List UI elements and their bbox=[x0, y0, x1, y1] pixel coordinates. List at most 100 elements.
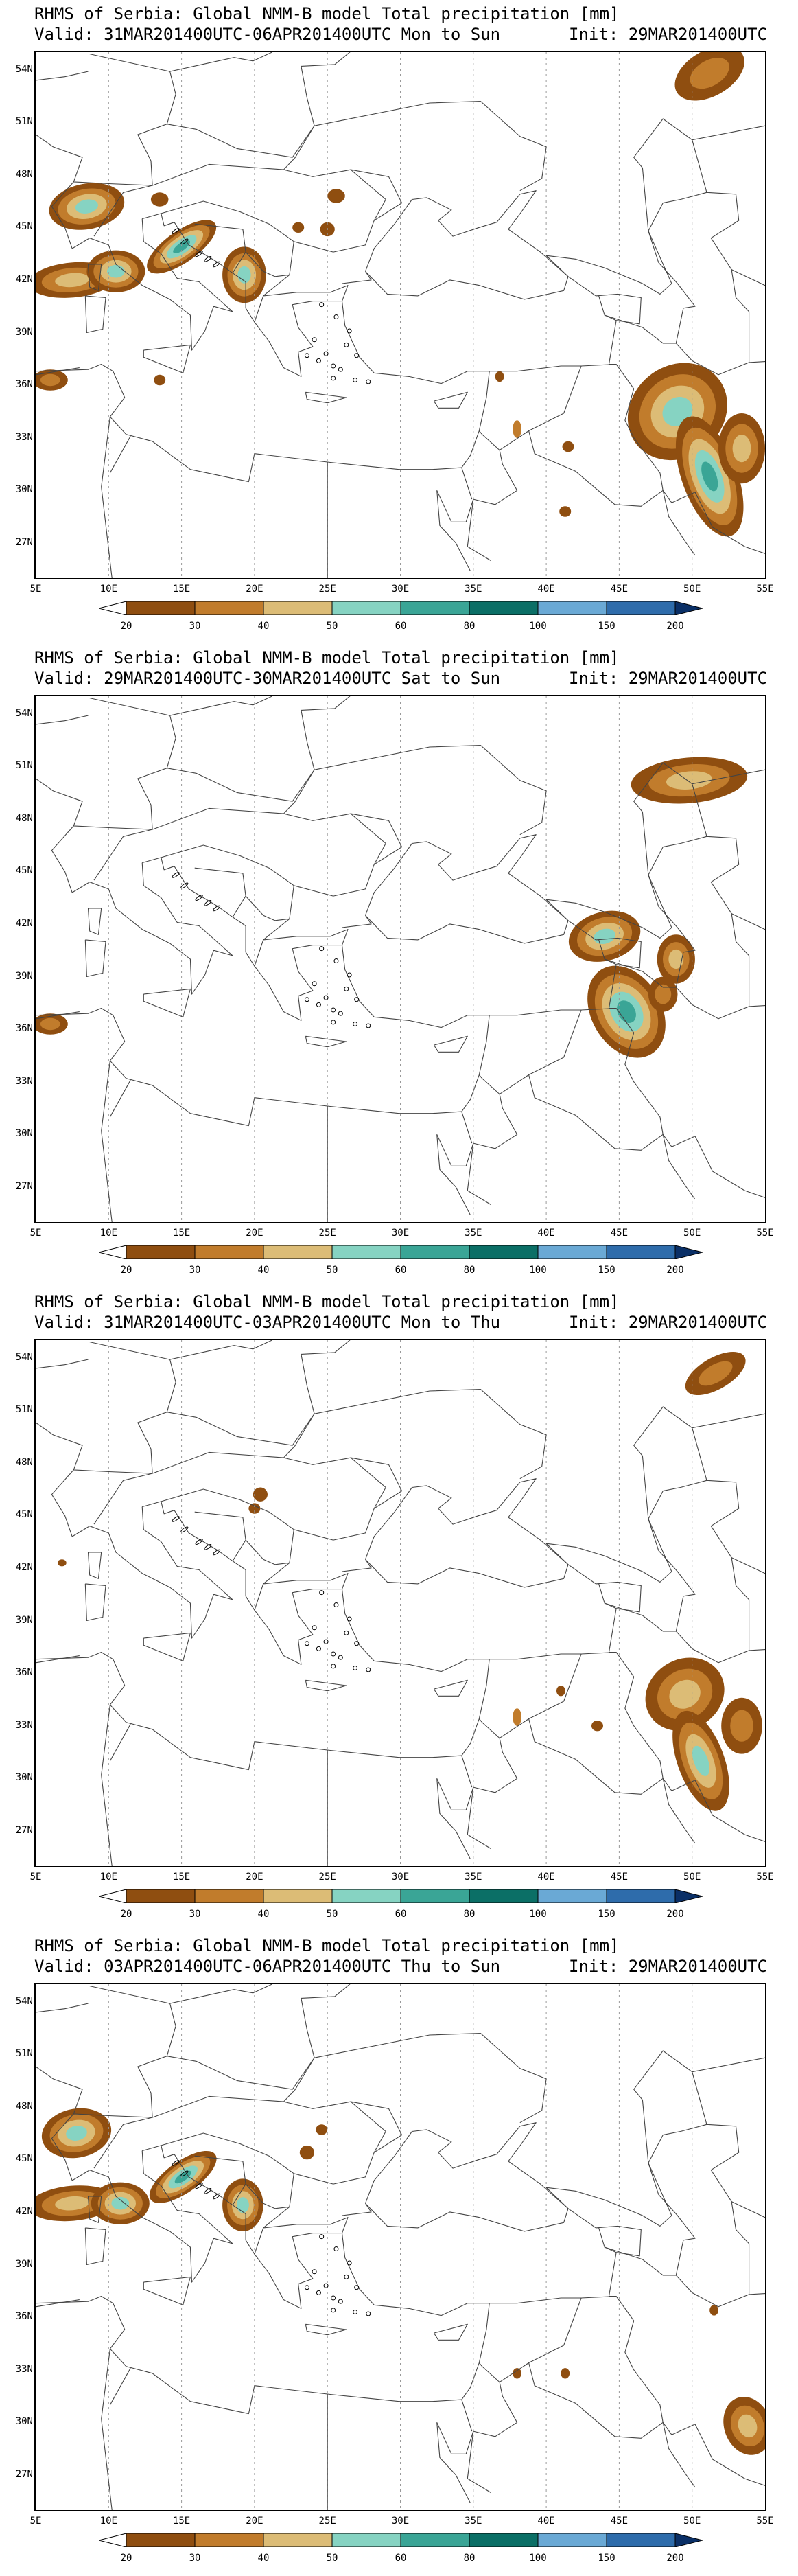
colorbar-label: 150 bbox=[598, 1265, 615, 1276]
colorbar-graphic bbox=[99, 1889, 703, 1903]
precip-cell bbox=[559, 506, 572, 517]
island bbox=[353, 1665, 358, 1670]
country-border bbox=[489, 2295, 617, 2304]
colorbar-segment bbox=[400, 1245, 470, 1259]
colorbar-graphic bbox=[99, 2533, 703, 2547]
country-border bbox=[351, 813, 403, 865]
island bbox=[319, 1590, 325, 1596]
country-border bbox=[314, 2032, 547, 2124]
colorbar-label: 40 bbox=[257, 1909, 270, 1920]
coastlines bbox=[36, 1340, 765, 1860]
island bbox=[366, 1667, 371, 1672]
latitude-label: 30N bbox=[15, 484, 33, 496]
country-border bbox=[283, 2057, 315, 2102]
island bbox=[180, 1526, 189, 1533]
country-borders bbox=[36, 1984, 765, 2510]
colorbar-label: 20 bbox=[120, 621, 132, 632]
longitude-label: 10E bbox=[99, 1228, 117, 1239]
coastline bbox=[436, 490, 471, 572]
coastline bbox=[648, 836, 750, 1020]
country-border bbox=[245, 895, 290, 921]
country-border bbox=[351, 169, 403, 221]
island bbox=[195, 1539, 203, 1545]
colorbar-label: 60 bbox=[395, 1265, 407, 1276]
colorbar-segment bbox=[537, 601, 607, 615]
panel-init-time: Init: 29MAR201400UTC bbox=[569, 669, 767, 688]
precip-cell bbox=[513, 420, 521, 438]
country-border bbox=[93, 163, 386, 323]
country-border bbox=[36, 2066, 153, 2118]
coastline bbox=[433, 391, 468, 409]
longitude-label: 50E bbox=[683, 2516, 701, 2527]
country-border bbox=[749, 2293, 765, 2295]
coastline bbox=[648, 192, 750, 376]
country-border bbox=[137, 1412, 167, 1474]
island bbox=[344, 1630, 349, 1635]
colorbar-label: 20 bbox=[120, 1909, 132, 1920]
island bbox=[347, 328, 352, 334]
country-border bbox=[109, 1723, 131, 1762]
map-canvas bbox=[36, 696, 765, 1222]
colorbar-label: 200 bbox=[666, 2553, 684, 2564]
country-border bbox=[263, 929, 349, 945]
longitude-label: 15E bbox=[172, 1228, 191, 1239]
country-border bbox=[101, 2349, 113, 2510]
colorbar bbox=[99, 2533, 703, 2547]
country-border bbox=[51, 1469, 74, 1537]
latitude-label: 42N bbox=[15, 917, 33, 929]
country-border bbox=[528, 365, 664, 507]
island bbox=[213, 261, 221, 268]
colorbar-under-arrow bbox=[99, 601, 127, 615]
latitude-label: 48N bbox=[15, 1456, 33, 1468]
island bbox=[323, 995, 329, 1000]
country-border bbox=[546, 875, 672, 939]
country-border bbox=[546, 231, 672, 295]
country-border bbox=[93, 807, 386, 967]
country-border bbox=[633, 762, 707, 875]
country-border bbox=[89, 698, 176, 768]
country-border bbox=[478, 1074, 529, 1095]
precip-cell bbox=[738, 2414, 758, 2438]
longitude-label: 25E bbox=[318, 1228, 336, 1239]
colorbar-segment bbox=[126, 2533, 196, 2547]
latitude-label: 33N bbox=[15, 1075, 33, 1087]
coastline bbox=[662, 490, 765, 554]
coastline bbox=[364, 834, 569, 944]
colorbar-segment bbox=[263, 2533, 333, 2547]
coastline bbox=[662, 1134, 765, 1198]
country-border bbox=[36, 778, 153, 830]
precipitation-map bbox=[34, 1339, 766, 1867]
coastline bbox=[36, 71, 89, 81]
latitude-label: 51N bbox=[15, 760, 33, 772]
coastline bbox=[36, 715, 89, 725]
latitude-label: 54N bbox=[15, 1995, 33, 2007]
map-canvas bbox=[36, 52, 765, 578]
colorbar-segment bbox=[331, 601, 401, 615]
longitude-label: 20E bbox=[246, 1872, 263, 1883]
country-border bbox=[528, 1653, 664, 1795]
colorbar-segment bbox=[400, 2533, 470, 2547]
panel-init-time: Init: 29MAR201400UTC bbox=[569, 1957, 767, 1976]
coastline bbox=[87, 908, 102, 935]
island bbox=[354, 997, 360, 1002]
colorbar-segment bbox=[606, 2533, 676, 2547]
coastline bbox=[36, 1011, 80, 1020]
country-border bbox=[633, 2050, 707, 2163]
colorbar-label: 20 bbox=[120, 2553, 132, 2564]
island bbox=[331, 1664, 336, 1669]
longitude-label: 55E bbox=[756, 584, 774, 595]
country-border bbox=[731, 913, 765, 930]
colorbar-segment bbox=[263, 601, 333, 615]
coastline bbox=[433, 2323, 468, 2341]
latitude-label: 54N bbox=[15, 707, 33, 719]
country-border bbox=[731, 1557, 765, 1574]
country-border bbox=[749, 1649, 765, 1651]
coastline bbox=[36, 1359, 89, 1369]
country-border bbox=[36, 134, 153, 186]
island bbox=[213, 2193, 221, 2200]
colorbar-under-arrow bbox=[99, 1245, 127, 1259]
longitude-label: 40E bbox=[537, 584, 555, 595]
colorbar-label: 200 bbox=[666, 1909, 684, 1920]
country-border bbox=[604, 2246, 677, 2276]
panel-init-time: Init: 29MAR201400UTC bbox=[569, 25, 767, 44]
